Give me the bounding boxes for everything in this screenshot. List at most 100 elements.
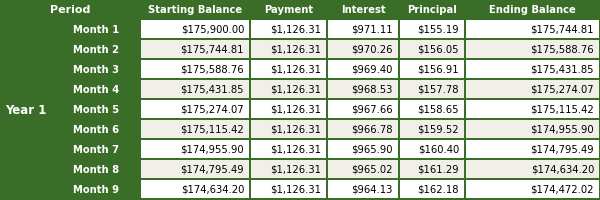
Text: $160.40: $160.40 bbox=[418, 144, 459, 154]
Text: Month 9: Month 9 bbox=[73, 184, 119, 194]
Text: $175,115.42: $175,115.42 bbox=[180, 124, 244, 134]
Text: $969.40: $969.40 bbox=[352, 65, 393, 75]
Bar bbox=[328, 81, 398, 99]
Bar bbox=[53, 81, 139, 99]
Text: Month 3: Month 3 bbox=[73, 65, 119, 75]
Bar bbox=[466, 120, 599, 138]
Text: $1,126.31: $1,126.31 bbox=[270, 104, 321, 114]
Bar bbox=[251, 180, 326, 198]
Bar bbox=[400, 120, 464, 138]
Text: Month 2: Month 2 bbox=[73, 45, 119, 55]
Bar bbox=[251, 81, 326, 99]
Bar bbox=[328, 160, 398, 178]
Text: Payment: Payment bbox=[264, 5, 313, 15]
Bar bbox=[251, 120, 326, 138]
Text: $1,126.31: $1,126.31 bbox=[270, 184, 321, 194]
Text: $968.53: $968.53 bbox=[352, 85, 393, 95]
Bar bbox=[141, 1, 249, 19]
Bar bbox=[1, 21, 51, 198]
Bar bbox=[53, 41, 139, 59]
Bar bbox=[400, 140, 464, 158]
Bar bbox=[53, 160, 139, 178]
Text: $175,588.76: $175,588.76 bbox=[530, 45, 594, 55]
Bar bbox=[400, 160, 464, 178]
Text: $175,588.76: $175,588.76 bbox=[181, 65, 244, 75]
Bar bbox=[251, 160, 326, 178]
Bar bbox=[466, 21, 599, 39]
Bar bbox=[466, 160, 599, 178]
Text: $156.05: $156.05 bbox=[418, 45, 459, 55]
Bar bbox=[328, 1, 398, 19]
Text: $1,126.31: $1,126.31 bbox=[270, 85, 321, 95]
Text: Period: Period bbox=[50, 5, 90, 15]
Text: Interest: Interest bbox=[341, 5, 385, 15]
Bar bbox=[328, 140, 398, 158]
Bar bbox=[53, 61, 139, 79]
Text: $155.19: $155.19 bbox=[418, 25, 459, 35]
Bar bbox=[251, 21, 326, 39]
Bar bbox=[328, 21, 398, 39]
Bar bbox=[328, 120, 398, 138]
Text: Month 7: Month 7 bbox=[73, 144, 119, 154]
Bar bbox=[251, 140, 326, 158]
Text: $175,115.42: $175,115.42 bbox=[530, 104, 594, 114]
Text: Month 8: Month 8 bbox=[73, 164, 119, 174]
Text: $159.52: $159.52 bbox=[418, 124, 459, 134]
Bar bbox=[251, 41, 326, 59]
Text: $162.18: $162.18 bbox=[418, 184, 459, 194]
Bar bbox=[141, 180, 249, 198]
Bar bbox=[466, 180, 599, 198]
Text: $174,472.02: $174,472.02 bbox=[530, 184, 594, 194]
Text: Month 5: Month 5 bbox=[73, 104, 119, 114]
Text: $1,126.31: $1,126.31 bbox=[270, 144, 321, 154]
Bar bbox=[400, 100, 464, 118]
Text: $1,126.31: $1,126.31 bbox=[270, 45, 321, 55]
Text: Starting Balance: Starting Balance bbox=[148, 5, 242, 15]
Text: Month 6: Month 6 bbox=[73, 124, 119, 134]
Text: $156.91: $156.91 bbox=[418, 65, 459, 75]
Text: $175,431.85: $175,431.85 bbox=[530, 65, 594, 75]
Bar bbox=[328, 61, 398, 79]
Bar bbox=[466, 41, 599, 59]
Bar bbox=[141, 61, 249, 79]
Text: $174,634.20: $174,634.20 bbox=[181, 184, 244, 194]
Bar bbox=[400, 61, 464, 79]
Text: $174,795.49: $174,795.49 bbox=[530, 144, 594, 154]
Bar bbox=[251, 1, 326, 19]
Text: $967.66: $967.66 bbox=[352, 104, 393, 114]
Text: $965.02: $965.02 bbox=[352, 164, 393, 174]
Text: $965.90: $965.90 bbox=[352, 144, 393, 154]
Bar bbox=[251, 61, 326, 79]
Text: $1,126.31: $1,126.31 bbox=[270, 124, 321, 134]
Bar bbox=[400, 81, 464, 99]
Bar bbox=[466, 140, 599, 158]
Text: $157.78: $157.78 bbox=[418, 85, 459, 95]
Bar bbox=[466, 100, 599, 118]
Text: $971.11: $971.11 bbox=[352, 25, 393, 35]
Bar bbox=[141, 21, 249, 39]
Text: $1,126.31: $1,126.31 bbox=[270, 65, 321, 75]
Text: $161.29: $161.29 bbox=[418, 164, 459, 174]
Text: $174,955.90: $174,955.90 bbox=[530, 124, 594, 134]
Text: Month 4: Month 4 bbox=[73, 85, 119, 95]
Bar bbox=[466, 1, 599, 19]
Text: Month 1: Month 1 bbox=[73, 25, 119, 35]
Text: $175,274.07: $175,274.07 bbox=[530, 85, 594, 95]
Text: $174,955.90: $174,955.90 bbox=[181, 144, 244, 154]
Bar bbox=[141, 160, 249, 178]
Bar bbox=[53, 100, 139, 118]
Text: $175,274.07: $175,274.07 bbox=[181, 104, 244, 114]
Bar bbox=[141, 41, 249, 59]
Text: $175,744.81: $175,744.81 bbox=[530, 25, 594, 35]
Bar bbox=[328, 100, 398, 118]
Bar bbox=[466, 61, 599, 79]
Bar bbox=[141, 120, 249, 138]
Bar bbox=[400, 21, 464, 39]
Text: $1,126.31: $1,126.31 bbox=[270, 164, 321, 174]
Text: $1,126.31: $1,126.31 bbox=[270, 25, 321, 35]
Bar bbox=[400, 1, 464, 19]
Bar bbox=[53, 120, 139, 138]
Text: Year 1: Year 1 bbox=[5, 103, 47, 116]
Bar bbox=[1, 1, 139, 19]
Text: Principal: Principal bbox=[407, 5, 457, 15]
